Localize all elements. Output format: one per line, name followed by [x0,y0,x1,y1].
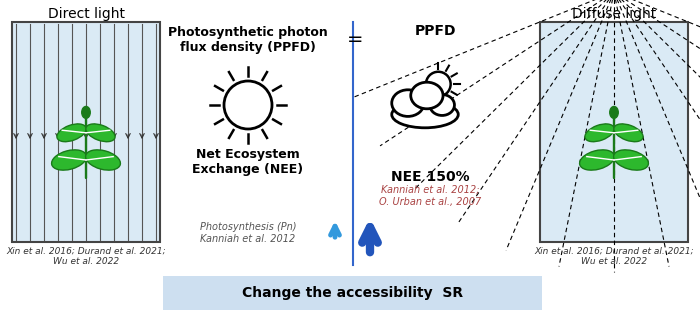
Text: Net Ecosystem
Exchange (NEE): Net Ecosystem Exchange (NEE) [193,148,304,176]
Text: =: = [346,30,363,49]
Ellipse shape [52,150,86,170]
Ellipse shape [57,124,86,142]
Text: Diffuse light: Diffuse light [572,7,656,21]
Text: NEE 150%: NEE 150% [391,170,469,184]
Ellipse shape [614,124,643,142]
Ellipse shape [430,95,454,115]
Text: Photosynthetic photon
flux density (PPFD): Photosynthetic photon flux density (PPFD… [168,26,328,54]
Text: Kanniah et al. 2012;
O. Urban et al., 2007: Kanniah et al. 2012; O. Urban et al., 20… [379,185,481,207]
Circle shape [224,81,272,129]
Ellipse shape [85,150,120,170]
Ellipse shape [392,101,459,128]
Ellipse shape [614,150,648,170]
Ellipse shape [610,107,618,118]
Ellipse shape [585,124,614,142]
FancyBboxPatch shape [163,276,542,310]
FancyBboxPatch shape [12,22,160,242]
Text: Xin et al. 2016; Durand et al. 2021;
Wu et al. 2022: Xin et al. 2016; Durand et al. 2021; Wu … [6,246,166,266]
Text: PPFD: PPFD [414,24,456,38]
Circle shape [426,72,451,97]
Text: Change the accessibility  SR: Change the accessibility SR [242,286,463,300]
Ellipse shape [86,124,115,142]
FancyBboxPatch shape [540,22,688,242]
Ellipse shape [392,90,424,116]
Text: Photosynthesis (Pn)
Kanniah et al. 2012: Photosynthesis (Pn) Kanniah et al. 2012 [199,222,296,244]
Ellipse shape [82,107,90,118]
Text: Direct light: Direct light [48,7,125,21]
Ellipse shape [411,82,443,109]
Ellipse shape [580,150,615,170]
Text: Xin et al. 2016; Durand et al. 2021;
Wu et al. 2022: Xin et al. 2016; Durand et al. 2021; Wu … [534,246,694,266]
